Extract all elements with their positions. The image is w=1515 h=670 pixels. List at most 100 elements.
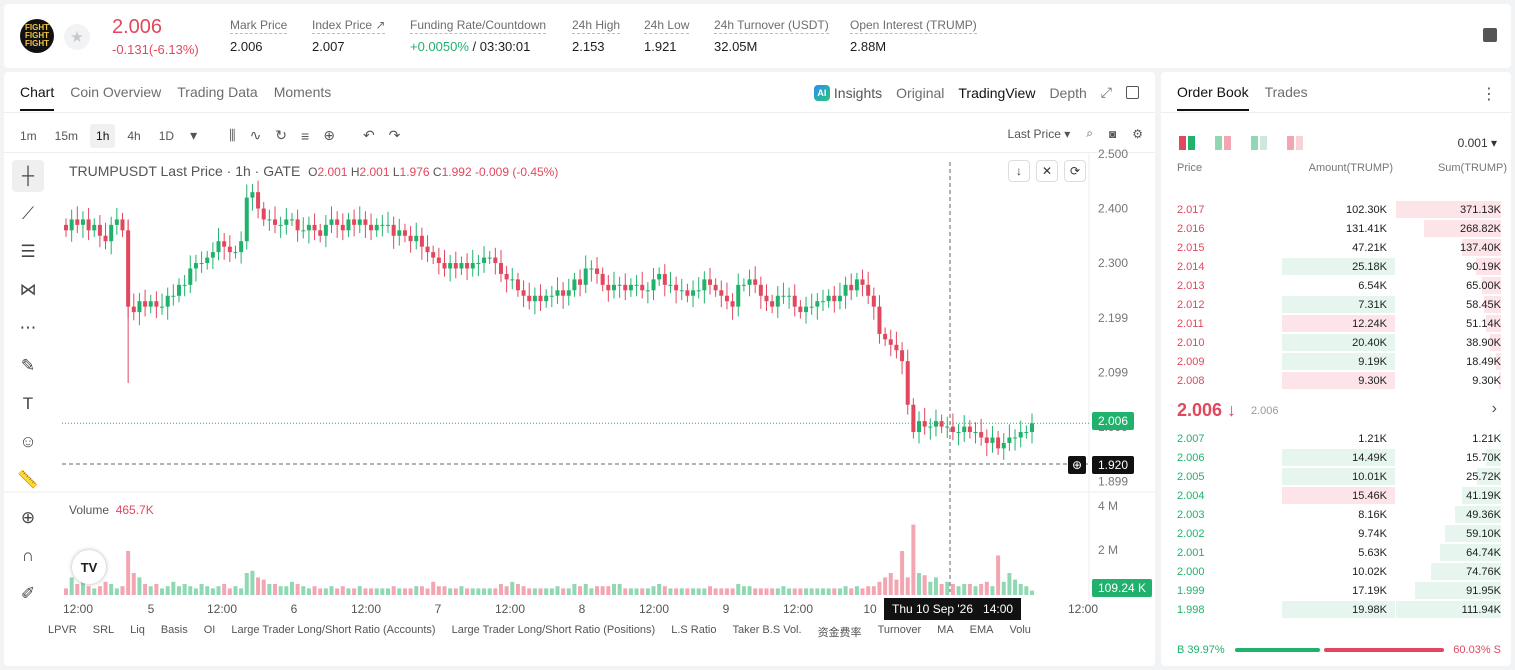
book-row[interactable]: 2.017 102.30K 371.13K	[1161, 200, 1511, 219]
indicator-2[interactable]: Liq	[130, 624, 145, 636]
volume-bar	[532, 588, 537, 595]
indicator-10[interactable]: Turnover	[877, 624, 922, 636]
candle-body	[301, 230, 306, 232]
redo-icon[interactable]: ↷	[388, 127, 401, 143]
tradingview-logo[interactable]: TV	[72, 550, 106, 584]
indicator-9[interactable]: 资金费率	[817, 627, 862, 639]
gann-icon[interactable]: ⋯	[19, 318, 37, 337]
x-tick-label: 12:00	[639, 602, 669, 616]
book-row[interactable]: 2.009 9.19K 18.49K	[1161, 352, 1511, 371]
book-row[interactable]: 2.014 25.18K 90.19K	[1161, 257, 1511, 276]
tf-1h[interactable]: 1h	[90, 123, 116, 148]
book-row[interactable]: 1.999 17.19K 91.95K	[1161, 581, 1511, 600]
crosshair-icon[interactable]: ┼	[12, 160, 44, 192]
candle-type-icon[interactable]: ⫼	[229, 127, 236, 143]
book-row[interactable]: 2.005 10.01K 25.72K	[1161, 467, 1511, 486]
gear-icon[interactable]: ⚙	[1132, 126, 1143, 141]
volume-bar	[126, 551, 131, 595]
tab-original[interactable]: Original	[896, 84, 945, 101]
trendline-icon[interactable]: ⟋	[22, 204, 34, 223]
bids-only-icon[interactable]	[1215, 136, 1231, 150]
text-icon[interactable]: T	[22, 394, 34, 413]
tf-1d[interactable]: 1D	[158, 128, 175, 143]
both-sides-icon[interactable]	[1179, 136, 1195, 150]
pencil-icon[interactable]: ✐	[20, 584, 36, 603]
volume-bar	[1024, 586, 1029, 595]
book-row[interactable]: 2.010 20.40K 38.90K	[1161, 333, 1511, 352]
book-row[interactable]: 2.011 12.24K 51.14K	[1161, 314, 1511, 333]
candle-body	[92, 224, 97, 231]
search-icon[interactable]: ⌕	[1086, 126, 1093, 140]
indicator-6[interactable]: Large Trader Long/Short Ratio (Positions…	[451, 624, 656, 636]
zoom-icon[interactable]: ⊕	[20, 508, 36, 527]
insights-button[interactable]: AI Insights	[813, 84, 882, 101]
indicator-8[interactable]: Taker B.S Vol.	[732, 624, 802, 636]
book-row[interactable]: 2.015 47.21K 137.40K	[1161, 238, 1511, 257]
tf-4h[interactable]: 4h	[127, 128, 141, 143]
fib-icon[interactable]: ☰	[20, 242, 36, 261]
indicator-5[interactable]: Large Trader Long/Short Ratio (Accounts)	[231, 624, 436, 636]
indicator-11[interactable]: MA	[937, 624, 954, 636]
undo-icon[interactable]: ↶	[362, 127, 375, 143]
pattern-icon[interactable]: ⋈	[19, 280, 37, 299]
book-row[interactable]: 2.001 5.63K 64.74K	[1161, 543, 1511, 562]
template-icon[interactable]: ≡	[301, 127, 310, 144]
price-type-select[interactable]: Last Price ▾	[1007, 126, 1071, 141]
chevron-down-icon[interactable]: ▾	[190, 127, 198, 143]
book-row[interactable]: 2.002 9.74K 59.10K	[1161, 524, 1511, 543]
volume-bar	[171, 581, 176, 595]
book-row[interactable]: 2.016 131.41K 268.82K	[1161, 219, 1511, 238]
collapse-icon[interactable]: ✕	[1036, 160, 1058, 182]
tab-moments[interactable]: Moments	[273, 84, 332, 100]
ruler-icon[interactable]: 📏	[17, 470, 39, 489]
tf-1m[interactable]: 1m	[20, 128, 37, 143]
arrow-down-icon[interactable]: ↓	[1008, 160, 1030, 182]
book-row[interactable]: 2.007 1.21K 1.21K	[1161, 429, 1511, 448]
tab-trades[interactable]: Trades	[1264, 84, 1308, 100]
volume-bar	[199, 584, 204, 595]
book-row[interactable]: 2.006 14.49K 15.70K	[1161, 448, 1511, 467]
add-alert-icon[interactable]: ⊕	[323, 127, 335, 143]
asks-only-icon[interactable]	[1251, 136, 1267, 150]
book-icon[interactable]	[1483, 28, 1497, 42]
book-row[interactable]: 1.998 19.98K 111.94K	[1161, 600, 1511, 619]
emoji-icon[interactable]: ☺	[19, 432, 37, 451]
indicator-13[interactable]: Volu	[1009, 624, 1031, 636]
tab-tradingview[interactable]: TradingView	[958, 84, 1036, 101]
favorite-star-icon[interactable]: ★	[64, 24, 90, 50]
chevron-right-icon[interactable]: ›	[1491, 400, 1497, 417]
tab-order-book[interactable]: Order Book	[1177, 84, 1249, 111]
brush-icon[interactable]: ✎	[20, 356, 36, 375]
tab-chart[interactable]: Chart	[20, 84, 55, 111]
window-icon[interactable]	[1126, 86, 1139, 99]
sum-view-icon[interactable]	[1287, 136, 1303, 150]
book-row[interactable]: 2.013 6.54K 65.00K	[1161, 276, 1511, 295]
plus-icon[interactable]: ⊕	[1068, 456, 1087, 474]
precision-select[interactable]: 0.001 ▾	[1457, 136, 1497, 150]
book-row[interactable]: 2.000 10.02K 74.76K	[1161, 562, 1511, 581]
indicator-3[interactable]: Basis	[160, 624, 188, 636]
tf-15m[interactable]: 15m	[54, 128, 79, 143]
book-row[interactable]: 2.012 7.31K 58.45K	[1161, 295, 1511, 314]
book-row[interactable]: 2.008 9.30K 9.30K	[1161, 371, 1511, 390]
candle-body	[306, 224, 311, 231]
book-row[interactable]: 2.004 15.46K 41.19K	[1161, 486, 1511, 505]
indicator-4[interactable]: OI	[203, 624, 216, 636]
tab-coin-overview[interactable]: Coin Overview	[70, 84, 162, 100]
expand-icon[interactable]: ⤢	[1100, 84, 1112, 100]
magnet-icon[interactable]: ∩	[21, 546, 35, 565]
camera-icon[interactable]: ◙	[1108, 126, 1117, 141]
indicator-icon[interactable]: ∿	[249, 127, 262, 143]
tab-depth[interactable]: Depth	[1049, 84, 1087, 101]
indicator-12[interactable]: EMA	[969, 624, 994, 636]
indicator-7[interactable]: L.S Ratio	[671, 624, 717, 636]
indicator-1[interactable]: SRL	[92, 624, 115, 636]
replay-icon[interactable]: ↻	[275, 127, 288, 143]
more-icon[interactable]: ⋮	[1481, 86, 1497, 103]
restore-icon[interactable]: ⟳	[1064, 160, 1086, 182]
stat-index-price[interactable]: Index Price ↗ 2.007	[312, 18, 386, 54]
indicator-0[interactable]: LPVR	[48, 624, 77, 636]
tab-trading-data[interactable]: Trading Data	[177, 84, 258, 100]
book-row[interactable]: 2.003 8.16K 49.36K	[1161, 505, 1511, 524]
